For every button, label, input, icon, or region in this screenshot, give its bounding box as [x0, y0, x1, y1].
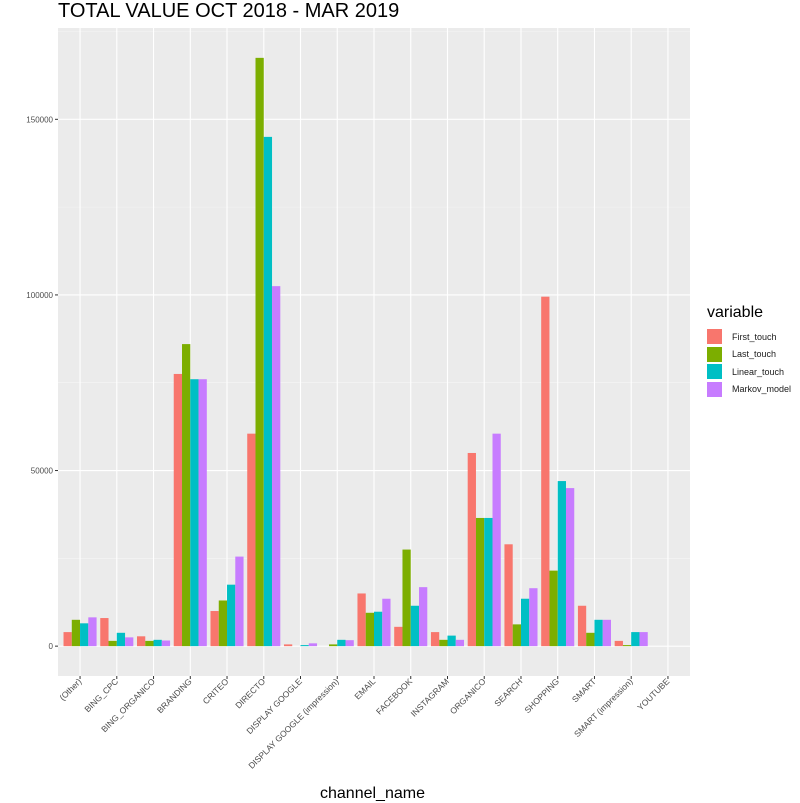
bar-linear-touch: [410, 605, 420, 647]
legend-title: variable: [707, 304, 764, 321]
bar-last-touch: [365, 612, 374, 647]
y-tick-label: 100000: [26, 291, 53, 300]
bar-linear-touch: [263, 136, 273, 647]
x-tick-label: SMART: [570, 676, 598, 704]
bar-last-touch: [475, 517, 485, 647]
bar-last-touch: [255, 57, 264, 647]
bar-linear-touch: [520, 598, 530, 647]
bar-markov-model: [345, 640, 354, 647]
x-tick-label: (Other): [57, 676, 83, 702]
x-tick-label: SHOPPING: [522, 676, 561, 715]
bar-first-touch: [100, 618, 109, 647]
bar-linear-touch: [227, 584, 236, 647]
x-tick-label: CRITEO: [201, 676, 231, 706]
bar-linear-touch: [631, 632, 640, 647]
bar-last-touch: [512, 624, 521, 647]
bar-first-touch: [541, 296, 550, 647]
legend-key: [707, 329, 722, 345]
bar-last-touch: [549, 570, 558, 647]
bar-first-touch: [614, 640, 623, 647]
x-tick-label: ORGANICO: [448, 676, 488, 716]
legend-label: Markov_model: [732, 384, 792, 395]
bar-linear-touch: [190, 379, 199, 647]
x-axis-label: channel_name: [320, 785, 425, 802]
x-tick-label: DIRECTO: [233, 676, 267, 710]
bar-first-touch: [357, 593, 366, 647]
bar-markov-model: [565, 488, 575, 647]
x-tick-label: SEARCH: [492, 676, 524, 708]
bar-markov-model: [455, 639, 465, 647]
bar-last-touch: [218, 600, 228, 647]
bar-first-touch: [283, 644, 293, 647]
legend-label: First_touch: [732, 331, 777, 342]
bar-last-touch: [328, 644, 338, 647]
legend-items: First_touch Last_touch Linear_touch Markov_…: [707, 328, 791, 398]
bar-linear-touch: [153, 639, 162, 647]
bar-linear-touch: [80, 623, 89, 647]
bar-linear-touch: [337, 639, 346, 647]
bar-first-touch: [577, 605, 587, 647]
bar-markov-model: [492, 433, 501, 647]
legend: variable First_touch Last_touch Linear_tou…: [707, 304, 791, 398]
legend-item: First_touch: [707, 328, 791, 346]
y-tick-label: 150000: [26, 115, 53, 124]
bar-last-touch: [71, 619, 81, 647]
bar-markov-model: [198, 379, 207, 647]
bar-first-touch: [173, 373, 183, 647]
bar-markov-model: [639, 632, 648, 647]
bar-first-touch: [63, 632, 72, 647]
x-tick-label: BRANDING: [155, 676, 194, 715]
bar-linear-touch: [447, 635, 456, 647]
bar-linear-touch: [374, 611, 383, 647]
x-tick-label: BING_CPC: [82, 676, 120, 714]
bar-markov-model: [161, 640, 171, 647]
bar-markov-model: [272, 286, 281, 647]
bar-markov-model: [602, 619, 611, 647]
bar-last-touch: [145, 640, 154, 647]
bar-first-touch: [467, 452, 476, 647]
bar-markov-model: [125, 637, 134, 647]
legend-label: Linear_touch: [732, 366, 785, 377]
bar-first-touch: [504, 544, 513, 647]
x-tick-label: YOUTUBE: [635, 676, 671, 712]
bar-first-touch: [394, 626, 403, 647]
bar-last-touch: [586, 632, 595, 647]
x-tick-label: EMAIL: [352, 676, 377, 701]
bar-markov-model: [235, 556, 244, 647]
bar-last-touch: [108, 640, 117, 647]
legend-key: [707, 364, 722, 380]
y-tick-label: 0: [49, 642, 54, 651]
legend-item: Linear_touch: [707, 363, 791, 381]
legend-item: Last_touch: [707, 346, 791, 364]
x-tick-label: FACEBOOK: [374, 676, 414, 716]
bar-last-touch: [182, 344, 191, 647]
bar-linear-touch: [557, 481, 566, 647]
x-tick-label: INSTAGRAM: [409, 676, 451, 718]
y-tick-label: 50000: [31, 467, 54, 476]
bar-first-touch: [247, 433, 256, 647]
bar-markov-model: [88, 617, 97, 647]
bar-first-touch: [137, 636, 146, 647]
bar-last-touch: [622, 645, 632, 647]
bar-first-touch: [430, 632, 440, 647]
legend-item: Markov_model: [707, 381, 791, 399]
bar-markov-model: [529, 588, 538, 647]
bar-markov-model: [382, 598, 391, 647]
chart-title: TOTAL VALUE OCT 2018 - MAR 2019: [58, 0, 400, 22]
bar-last-touch: [439, 639, 448, 647]
bar-markov-model: [308, 643, 318, 647]
bar-linear-touch: [300, 645, 309, 647]
legend-label: Last_touch: [732, 349, 777, 360]
bar-first-touch: [210, 611, 219, 647]
bar-markov-model: [419, 587, 428, 647]
legend-key: [707, 381, 722, 397]
bar-last-touch: [402, 549, 411, 647]
legend-key: [707, 346, 722, 362]
bar-linear-touch: [484, 517, 493, 647]
bar-linear-touch: [116, 632, 126, 647]
bar-linear-touch: [594, 619, 603, 647]
